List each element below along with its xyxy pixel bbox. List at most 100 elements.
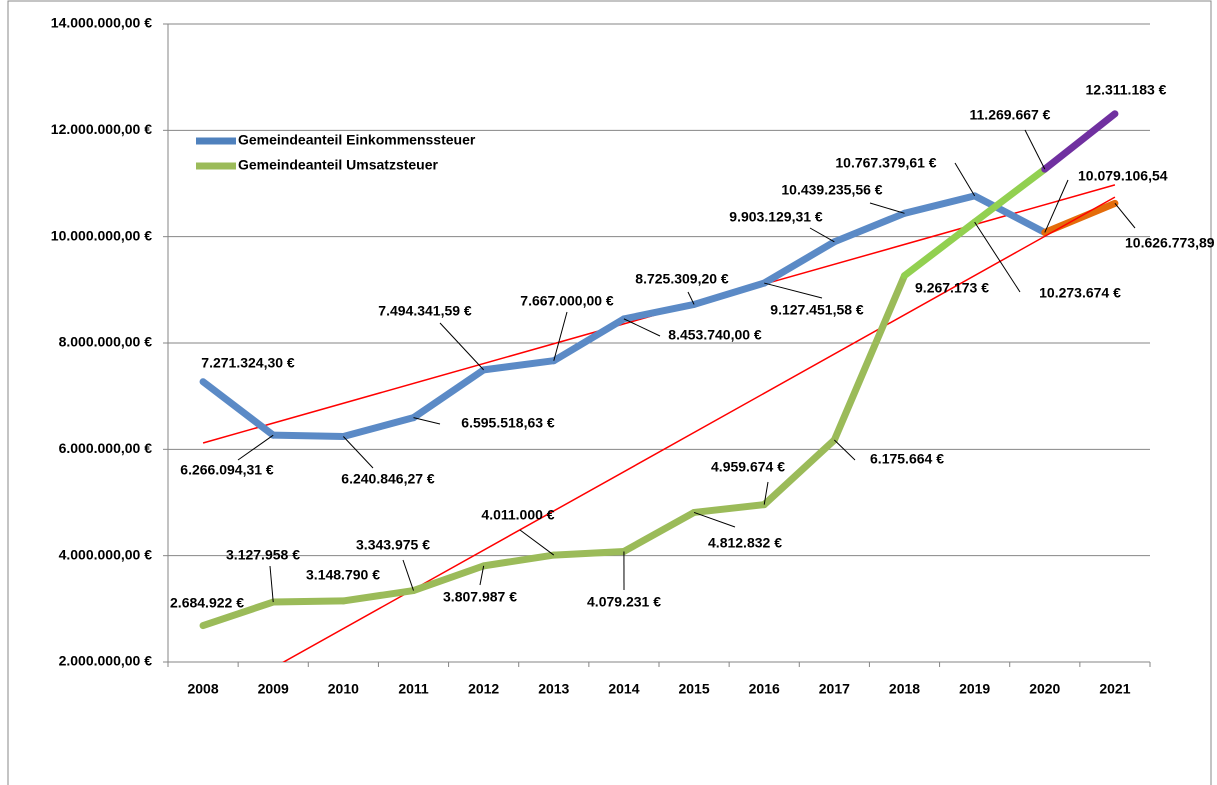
line-segment (901, 218, 979, 280)
y-tick-label: 6.000.000,00 € (59, 440, 153, 456)
leader-line (413, 417, 441, 425)
line-segment (620, 508, 698, 555)
data-label: 10.079.106,54 (1078, 168, 1168, 184)
data-label: 4.079.231 € (587, 594, 661, 610)
x-tick-label: 2013 (538, 681, 569, 697)
data-label: 8.453.740,00 € (668, 327, 762, 343)
data-label: 9.127.451,58 € (770, 302, 864, 318)
data-label: 7.494.341,59 € (378, 303, 472, 319)
legend-label: Gemeindeanteil Umsatzsteuer (238, 157, 439, 173)
data-label: 10.439.235,56 € (781, 182, 882, 198)
line-segment (690, 279, 768, 308)
data-label: 3.807.987 € (443, 589, 517, 605)
leader-line (954, 162, 976, 197)
line-segment (971, 165, 1049, 226)
data-label: 7.271.324,30 € (201, 355, 295, 371)
data-label: 11.269.667 € (970, 107, 1051, 123)
line-segment (830, 209, 908, 246)
line-segment (620, 300, 698, 323)
data-label: 10.626.773,89 (1125, 235, 1215, 251)
data-label: 6.240.846,27 € (341, 471, 435, 487)
leader-line (269, 565, 274, 603)
x-tick-label: 2017 (819, 681, 850, 697)
line-segment (199, 598, 277, 630)
leader-line (479, 565, 485, 586)
chart-frame (7, 0, 1212, 785)
line-segment (550, 547, 628, 559)
data-label: 4.812.832 € (708, 535, 782, 551)
leader-line (974, 221, 1021, 293)
line-segment (199, 378, 277, 439)
leader-line (809, 227, 835, 243)
data-label: 3.343.975 € (356, 537, 430, 553)
y-tick-label: 4.000.000,00 € (59, 546, 153, 562)
x-tick-label: 2014 (608, 681, 639, 697)
y-tick-label: 10.000.000,00 € (51, 227, 152, 243)
leader-line (834, 439, 856, 461)
leader-line (693, 511, 736, 528)
leader-line (1114, 203, 1136, 229)
data-label: 9.903.129,31 € (729, 209, 823, 225)
y-tick-label: 14.000.000,00 € (51, 15, 152, 31)
x-tick-label: 2020 (1029, 681, 1060, 697)
line-segment (480, 357, 558, 374)
leader-line (623, 318, 661, 337)
leader-line (764, 282, 823, 299)
data-label: 8.725.309,20 € (635, 271, 729, 287)
x-tick-label: 2018 (889, 681, 920, 697)
data-label: 10.273.674 € (1039, 285, 1121, 301)
line-segment (339, 414, 417, 441)
data-label: 9.267.173 € (915, 280, 989, 296)
x-tick-label: 2019 (959, 681, 990, 697)
data-label: 7.667.000,00 € (520, 293, 614, 309)
line-segment (550, 315, 628, 365)
line-segment (830, 272, 908, 444)
y-tick-label: 12.000.000,00 € (51, 121, 152, 137)
line-segment (339, 587, 417, 605)
leader-line (869, 202, 905, 214)
x-tick-label: 2021 (1099, 681, 1130, 697)
leader-line (402, 559, 414, 591)
leader-line (237, 434, 274, 461)
line-segment (410, 366, 488, 422)
x-tick-label: 2008 (187, 681, 218, 697)
leader-line (1024, 129, 1046, 170)
x-tick-label: 2015 (678, 681, 709, 697)
y-tick-label: 2.000.000,00 € (59, 653, 153, 669)
y-tick-label: 8.000.000,00 € (59, 334, 153, 350)
data-label: 12.311.183 € (1086, 82, 1167, 98)
line-segment (1041, 110, 1119, 173)
line-segment (901, 192, 979, 217)
data-label: 4.959.674 € (711, 459, 785, 475)
data-label: 6.595.518,63 € (461, 415, 555, 431)
legend-label: Gemeindeanteil Einkommenssteuer (238, 132, 476, 148)
x-tick-label: 2016 (749, 681, 780, 697)
data-label: 3.148.790 € (306, 567, 380, 583)
x-tick-label: 2011 (398, 681, 429, 697)
data-label: 3.127.958 € (226, 547, 300, 563)
data-label: 2.684.922 € (170, 595, 244, 611)
line-segment (1041, 199, 1119, 236)
leader-line (553, 311, 568, 361)
data-label: 10.767.379,61 € (835, 155, 936, 171)
x-tick-label: 2009 (258, 681, 289, 697)
line-segment (269, 431, 347, 441)
line-segment (690, 501, 768, 516)
leader-line (439, 322, 485, 371)
leader-line (763, 481, 769, 505)
line-segment (480, 551, 558, 570)
x-tick-label: 2012 (468, 681, 499, 697)
data-label: 6.266.094,31 € (180, 462, 274, 478)
leader-line (519, 529, 555, 556)
line-segment (410, 562, 488, 595)
data-label: 6.175.664 € (870, 451, 944, 467)
line-segment (760, 436, 838, 509)
leader-line (687, 291, 695, 305)
leader-line (342, 436, 374, 469)
line-segment (269, 597, 347, 606)
line-segment (971, 192, 1049, 236)
trendline (282, 196, 1116, 662)
data-label: 4.011.000 € (481, 507, 554, 523)
x-tick-label: 2010 (328, 681, 359, 697)
